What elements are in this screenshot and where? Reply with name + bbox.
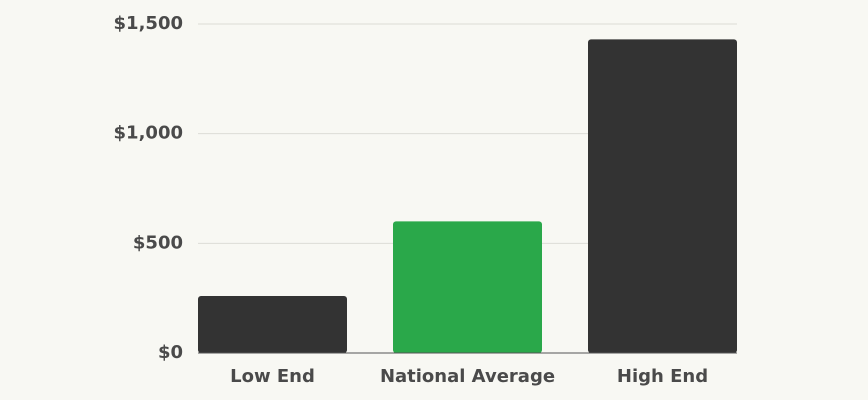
y-tick-label: $0 [158, 342, 183, 363]
y-tick-label: $1,500 [114, 13, 183, 34]
bar [588, 39, 737, 353]
y-tick-label: $1,000 [114, 123, 183, 144]
x-tick-label: High End [617, 366, 708, 387]
bar [198, 295, 347, 353]
x-tick-label: National Average [380, 366, 555, 387]
x-tick-label: Low End [230, 366, 315, 387]
y-tick-label: $500 [133, 232, 183, 253]
bar [393, 221, 542, 353]
